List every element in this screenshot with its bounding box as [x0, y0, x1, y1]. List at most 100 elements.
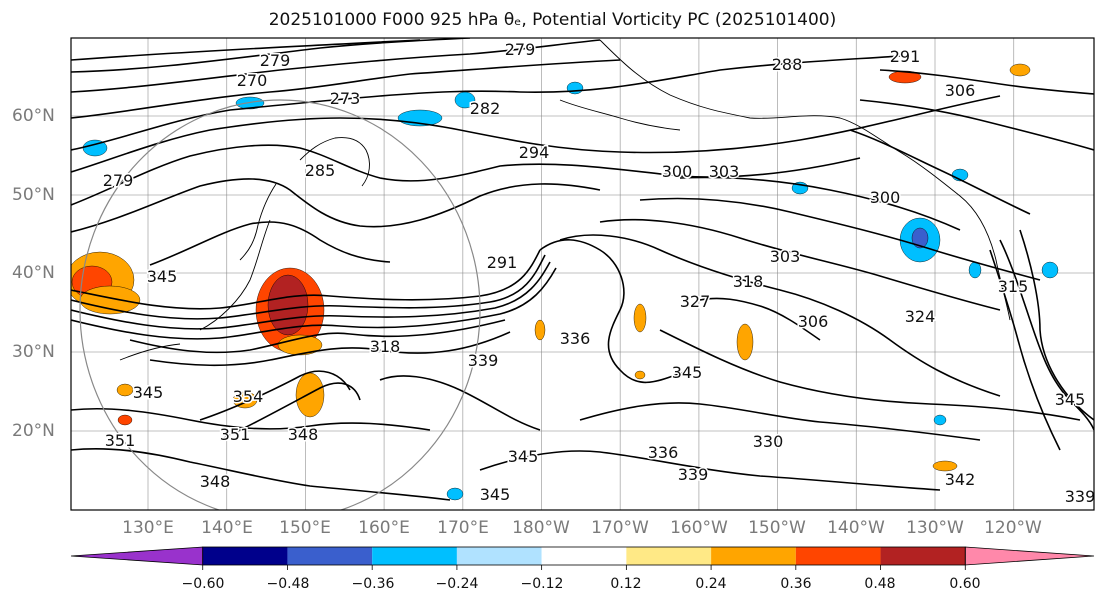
- pv-anomaly-patch: [911, 227, 929, 249]
- pv-anomaly-patch: [566, 81, 584, 95]
- graticule: [71, 38, 1094, 510]
- theta-e-contour-line: [199, 370, 351, 421]
- lon-label-150w: 150°W: [748, 518, 806, 538]
- lon-label-170w: 170°W: [591, 518, 649, 538]
- theta-e-contour-line: [71, 38, 471, 73]
- contour-label: 318: [370, 337, 401, 356]
- coastline-segment: [559, 99, 681, 131]
- contour-label: 288: [772, 55, 803, 74]
- contour-label: 300: [870, 188, 901, 207]
- cbar-tick-0.48: 0.48: [864, 576, 896, 592]
- contour-label: 303: [709, 162, 740, 181]
- cbar-tick--0.60: −0.60: [181, 576, 225, 592]
- pv-anomaly-patch: [116, 383, 134, 397]
- theta-e-contour-line: [71, 249, 541, 310]
- pv-anomaly-patch: [888, 70, 922, 84]
- theta-e-contour-line: [71, 261, 551, 330]
- lon-label-120w: 120°W: [984, 518, 1042, 538]
- pv-anomaly-patch: [446, 487, 464, 501]
- coastline-segment: [299, 137, 370, 187]
- contour-label: 300: [662, 162, 693, 181]
- coastline-segment: [199, 219, 271, 331]
- pv-anomaly-patch: [1009, 63, 1031, 77]
- theta-e-contour-line: [71, 178, 601, 233]
- lon-label-130e: 130°E: [122, 518, 174, 538]
- pv-anomaly-patch: [232, 391, 258, 409]
- lat-label-50: 50°N: [12, 185, 55, 205]
- theta-e-contour-line: [129, 319, 506, 354]
- pv-anomaly-patch: [1041, 261, 1059, 279]
- contour-label: 345: [1055, 390, 1086, 409]
- pv-anomaly-patch: [932, 460, 958, 472]
- cbar-tick--0.36: −0.36: [351, 576, 395, 592]
- cbar-tick--0.12: −0.12: [520, 576, 564, 592]
- contour-label: 345: [480, 485, 511, 504]
- lat-label-60: 60°N: [12, 106, 55, 126]
- lon-label-170e: 170°E: [437, 518, 489, 538]
- theta-e-contour-line: [379, 375, 541, 431]
- lat-label-40: 40°N: [12, 263, 55, 283]
- theta-e-contour-line: [1019, 229, 1094, 421]
- theta-e-contour-line: [71, 59, 621, 119]
- contour-label: 285: [305, 161, 336, 180]
- contour-label: 330: [753, 432, 784, 451]
- coastlines: [119, 39, 1011, 361]
- contour-label: 306: [945, 81, 976, 100]
- theta-e-contour-line: [479, 450, 941, 491]
- coastline-segment: [599, 39, 1011, 321]
- lon-label-160w: 160°W: [670, 518, 728, 538]
- lon-label-160e: 160°E: [358, 518, 410, 538]
- lon-label-150e: 150°E: [279, 518, 331, 538]
- contour-label: 339: [468, 351, 499, 370]
- contour-label: 291: [487, 253, 518, 272]
- theta-e-contour-line: [849, 129, 1031, 215]
- theta-e-contour-line: [599, 218, 1001, 311]
- theta-e-contour-line: [71, 55, 901, 151]
- theta-e-contour-line: [859, 99, 1094, 151]
- contour-label: 339: [1065, 487, 1096, 506]
- contour-label: 282: [470, 99, 501, 118]
- pv-anomaly-patch: [79, 285, 141, 315]
- pv-anomaly-patch: [634, 370, 646, 380]
- contour-label: 279: [260, 51, 291, 70]
- theta-e-contour-line: [71, 39, 421, 61]
- pv-anomaly-patch: [277, 334, 323, 356]
- contour-label: 345: [672, 363, 703, 382]
- theta-e-contour-line: [149, 221, 391, 266]
- theta-e-contour-line: [559, 234, 1001, 397]
- theta-e-contour-line: [879, 69, 1094, 95]
- pv-anomaly-patch: [736, 323, 754, 361]
- theta-e-contour-line: [999, 239, 1094, 431]
- contour-label: 351: [105, 431, 136, 450]
- pv-anomaly-patch: [933, 414, 947, 426]
- cbar-tick-0.36: 0.36: [780, 576, 812, 592]
- contour-label: 339: [678, 465, 709, 484]
- contour-label: 336: [560, 329, 591, 348]
- theta-e-contour-line: [659, 329, 1081, 421]
- contour-label: 342: [945, 470, 976, 489]
- cbar-tick--0.24: −0.24: [435, 576, 479, 592]
- contour-label: 303: [770, 247, 801, 266]
- theta-e-contour-line: [149, 331, 511, 367]
- cbar-tick--0.48: −0.48: [266, 576, 310, 592]
- lon-label-140w: 140°W: [827, 518, 885, 538]
- lon-label-130w: 130°W: [906, 518, 964, 538]
- cbar-tick-0.24: 0.24: [695, 576, 727, 592]
- contour-label: 348: [288, 425, 319, 444]
- theta-e-contour-line: [71, 407, 431, 431]
- pv-anomaly-patch: [235, 96, 265, 110]
- contour-label: 315: [998, 277, 1029, 296]
- contour-label: 279: [103, 171, 134, 190]
- theta-e-contour-line: [71, 144, 861, 206]
- theta-e-contour-line: [71, 267, 557, 340]
- contour-label: 318: [733, 272, 764, 291]
- theta-e-contour-line: [679, 176, 961, 231]
- contour-label: 348: [200, 472, 231, 491]
- theta-e-contour-line: [71, 254, 546, 320]
- theta-e-contour-line: [539, 239, 691, 384]
- contour-label: 327: [680, 292, 711, 311]
- contour-label: 291: [890, 47, 921, 66]
- coastline-segment: [119, 343, 181, 361]
